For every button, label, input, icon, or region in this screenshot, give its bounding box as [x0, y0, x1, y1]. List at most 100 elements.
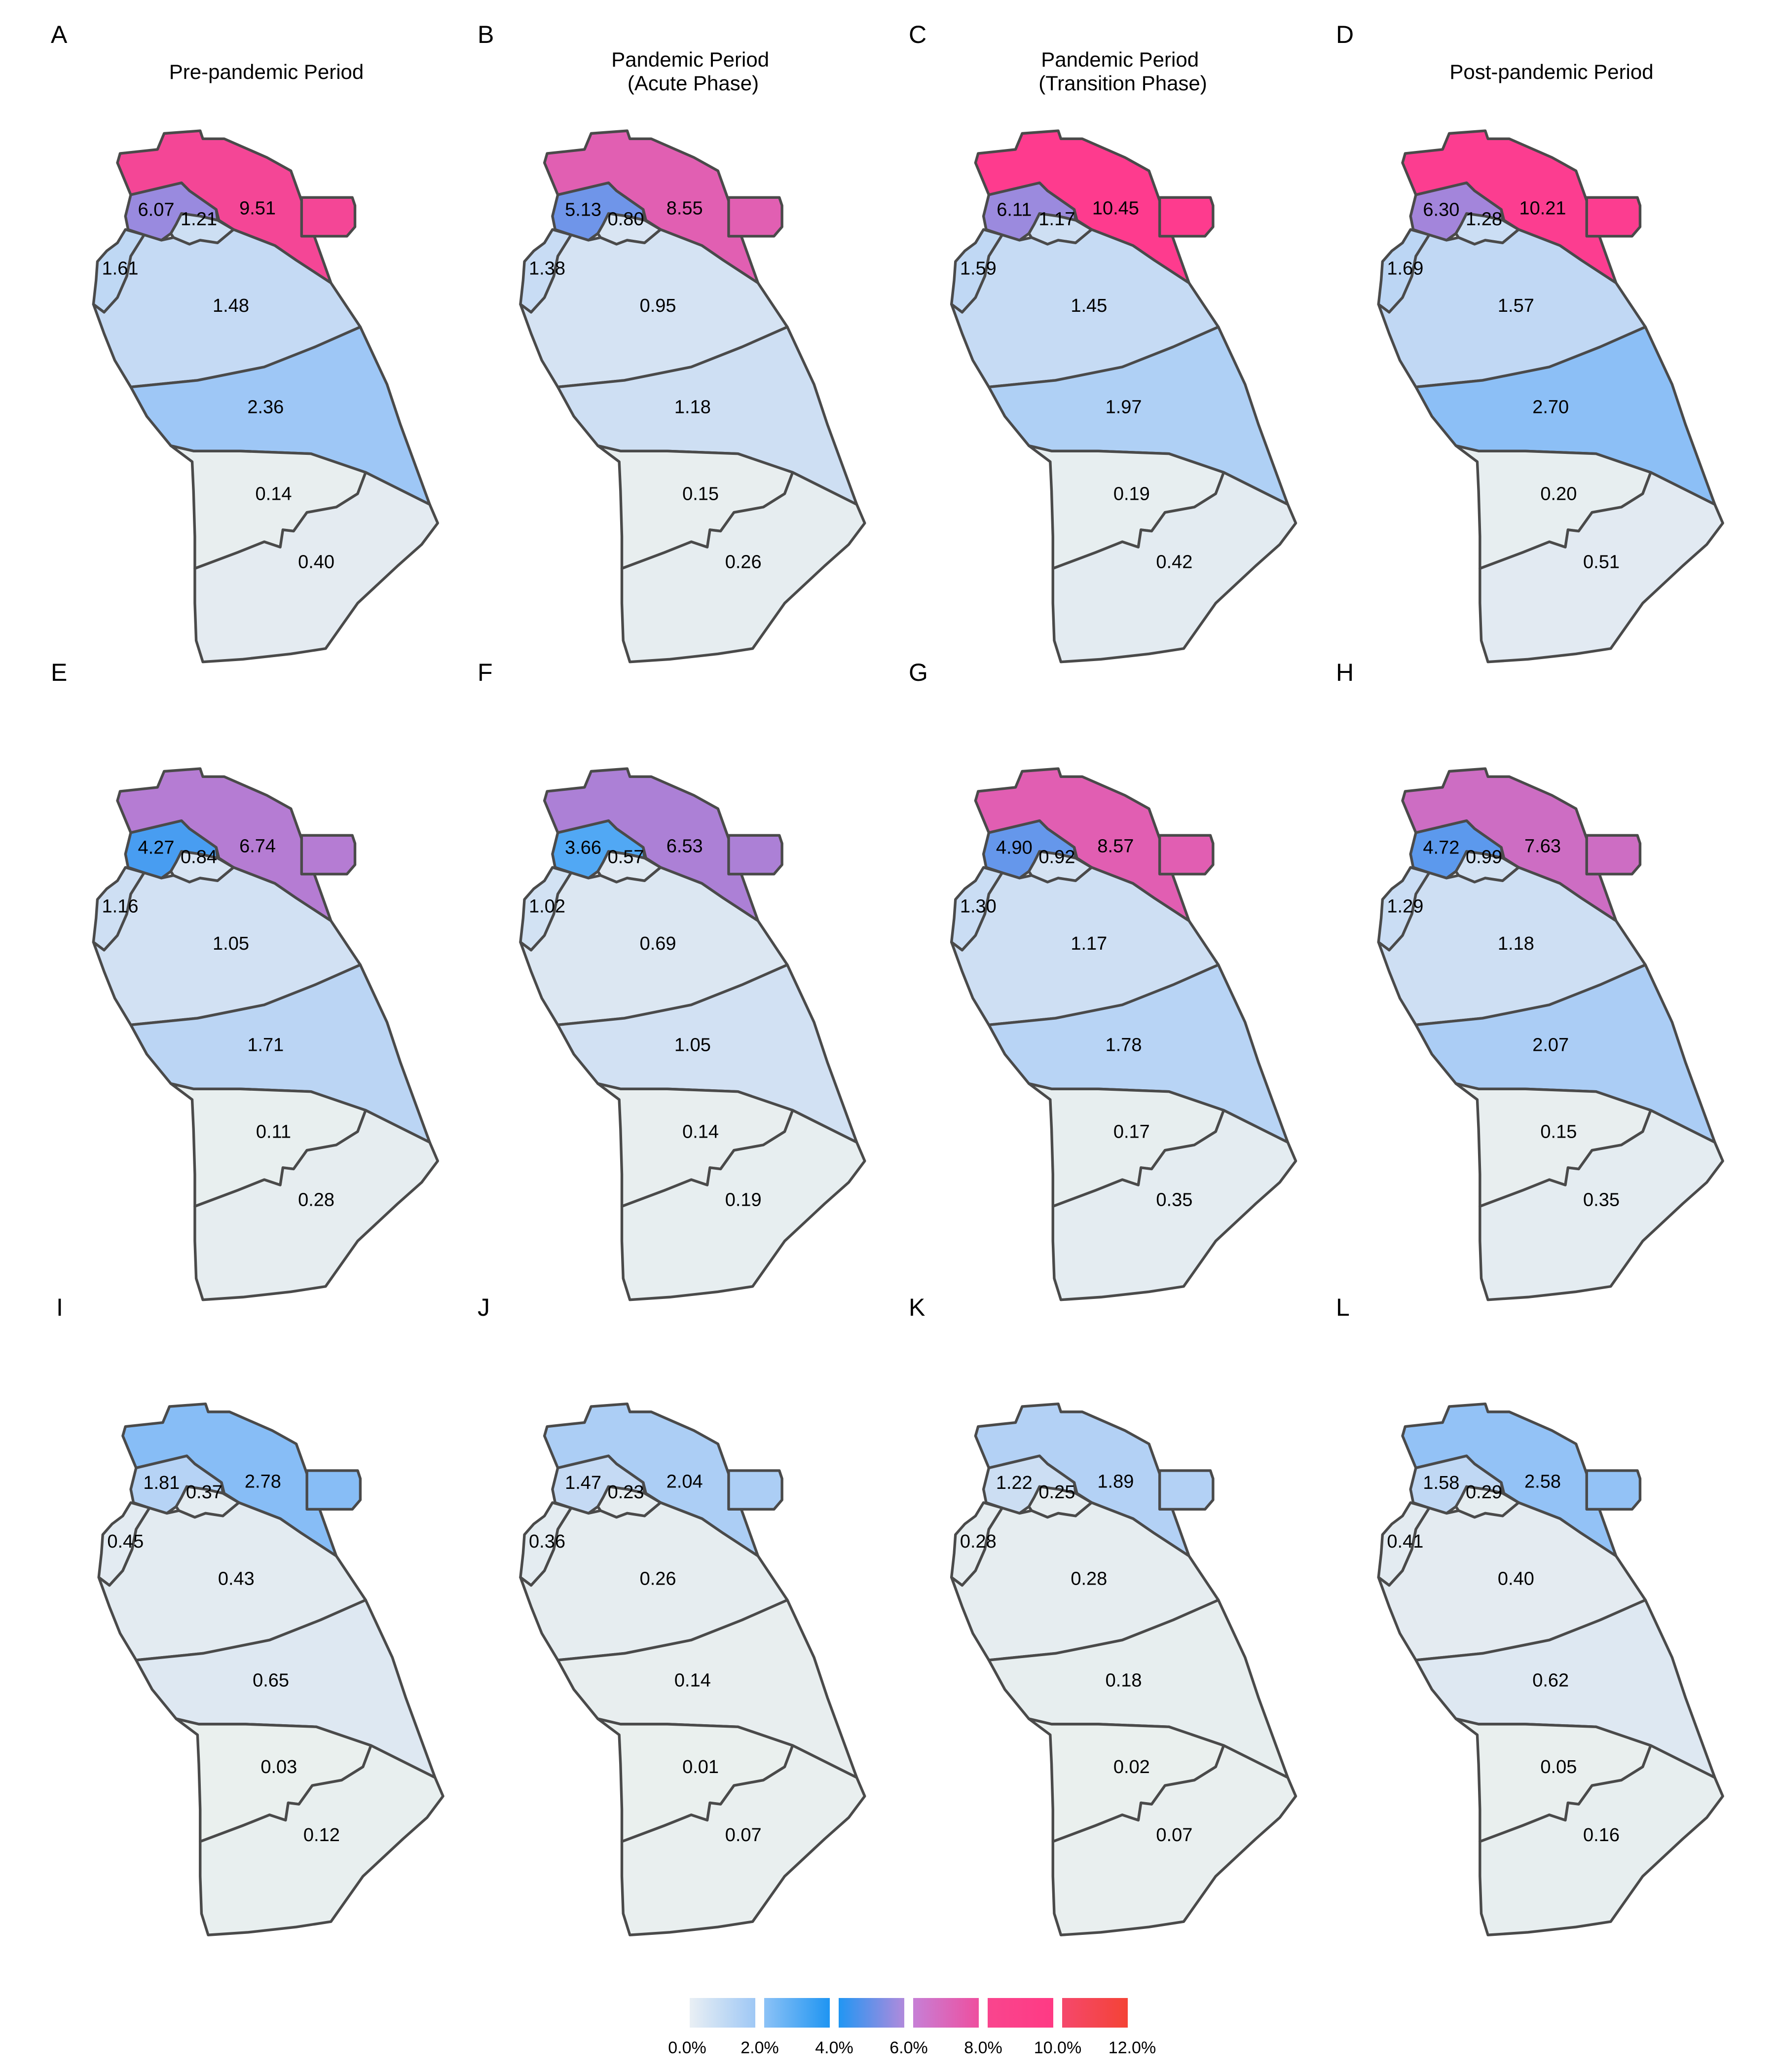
region-value-label: 0.07	[1156, 1825, 1192, 1846]
region-value-label: 10.21	[1519, 198, 1566, 219]
column-title-post-pandemic: Post-pandemic Period	[1449, 60, 1653, 83]
region-value-label: 3.66	[565, 837, 601, 858]
map-panel-f: F 6.53 3.66 0.57 1.02 0.69 1.05 0.14 0.19	[478, 659, 866, 1301]
region-value-label: 0.19	[725, 1190, 762, 1211]
map	[519, 1402, 866, 1936]
map	[950, 129, 1297, 664]
region-value-label: 1.89	[1097, 1471, 1134, 1492]
map	[519, 767, 866, 1301]
region-value-label: 0.28	[960, 1531, 997, 1552]
region-value-label: 0.37	[186, 1482, 222, 1503]
region-value-label: 0.35	[1156, 1190, 1192, 1211]
region-value-label: 0.40	[1498, 1569, 1534, 1590]
south-outer-region	[1051, 1109, 1297, 1301]
region-value-label: 1.48	[213, 296, 249, 316]
region-value-label: 2.36	[247, 397, 284, 418]
region-value-label: 1.28	[1466, 209, 1502, 229]
region-value-label: 0.16	[1583, 1825, 1620, 1846]
region-value-label: 0.17	[1113, 1122, 1150, 1143]
region-value-label: 0.95	[640, 296, 676, 316]
column-title-acute: Pandemic Period (Acute Phase)	[611, 48, 775, 95]
region-value-label: 0.36	[529, 1531, 565, 1552]
panel-letter: G	[909, 659, 928, 686]
map	[519, 129, 866, 664]
east-block-region	[727, 834, 783, 876]
region-value-label: 1.45	[1071, 296, 1107, 316]
region-value-label: 0.20	[1540, 484, 1577, 505]
region-value-label: 1.69	[1387, 258, 1423, 279]
region-value-label: 0.69	[640, 933, 676, 954]
south-outer-region	[1051, 471, 1297, 664]
region-value-label: 0.28	[1071, 1569, 1107, 1590]
region-value-label: 8.57	[1097, 836, 1134, 857]
legend-color-segment	[988, 1998, 1053, 2028]
map-panel-a: A 9.51 6.07 1.21 1.61 1.48 2.36 0.14 0.40	[51, 21, 439, 664]
column-title-line: (Transition Phase)	[1038, 72, 1207, 95]
south-outer-region	[620, 1744, 866, 1936]
region-value-label: 0.57	[608, 847, 644, 867]
region-value-label: 4.90	[996, 837, 1033, 858]
map-panel-k: K 1.89 1.22 0.25 0.28 0.28 0.18 0.02 0.07	[909, 1294, 1297, 1936]
region-value-label: 1.81	[143, 1473, 180, 1493]
map-panel-d: D 10.21 6.30 1.28 1.69 1.57 2.70 0.20 0.51	[1336, 21, 1724, 664]
south-outer-region	[1479, 1744, 1724, 1936]
map-panel-l: L 2.58 1.58 0.29 0.41 0.40 0.62 0.05 0.16	[1336, 1294, 1724, 1936]
legend-tick-label: 10.0%	[1034, 2038, 1081, 2057]
east-block-region	[727, 1469, 783, 1511]
legend-tick-label: 0.0%	[668, 2038, 706, 2057]
map	[92, 767, 439, 1301]
map	[950, 767, 1297, 1301]
region-value-label: 1.71	[247, 1035, 284, 1056]
region-value-label: 0.07	[725, 1825, 762, 1846]
south-outer-region	[1479, 1109, 1724, 1301]
region-value-label: 1.22	[996, 1473, 1033, 1493]
region-value-label: 0.51	[1583, 552, 1620, 573]
legend-tick-label: 2.0%	[740, 2038, 779, 2057]
region-value-label: 0.14	[682, 1122, 719, 1143]
region-value-label: 5.13	[565, 199, 601, 220]
map	[97, 1402, 444, 1936]
region-value-label: 1.05	[674, 1035, 711, 1056]
region-value-label: 1.38	[529, 258, 565, 279]
map	[1377, 767, 1724, 1301]
panel-letter: A	[51, 21, 68, 48]
region-value-label: 0.26	[725, 552, 762, 573]
region-value-label: 0.03	[260, 1757, 297, 1777]
region-value-label: 1.57	[1498, 296, 1534, 316]
south-outer-region	[199, 1744, 444, 1936]
region-value-label: 0.23	[608, 1482, 644, 1503]
region-value-label: 4.72	[1423, 837, 1459, 858]
map-panel-j: J 2.04 1.47 0.23 0.36 0.26 0.14 0.01 0.07	[478, 1294, 866, 1936]
region-value-label: 0.29	[1466, 1482, 1502, 1503]
legend-color-segment	[1062, 1998, 1128, 2028]
column-title-line: Pandemic Period	[1041, 48, 1199, 71]
panel-letter: C	[909, 21, 926, 48]
region-value-label: 8.55	[666, 198, 703, 219]
region-value-label: 1.61	[102, 258, 139, 279]
legend-tick-label: 8.0%	[964, 2038, 1002, 2057]
region-value-label: 0.41	[1387, 1531, 1423, 1552]
east-block-region	[1585, 1469, 1642, 1511]
legend-color-segment	[913, 1998, 979, 2028]
panel-letter: J	[478, 1294, 490, 1321]
region-value-label: 0.19	[1113, 484, 1150, 505]
region-value-label: 10.45	[1092, 198, 1139, 219]
color-legend: 0.0% 2.0% 4.0% 6.0% 8.0% 10.0% 12.0%	[668, 1998, 1156, 2057]
south-outer-region	[1051, 1744, 1297, 1936]
region-value-label: 1.18	[674, 397, 711, 418]
region-value-label: 0.26	[640, 1569, 676, 1590]
region-value-label: 0.12	[303, 1825, 340, 1846]
region-value-label: 1.18	[1498, 933, 1534, 954]
south-outer-region	[193, 471, 439, 664]
legend-color-segment	[764, 1998, 830, 2028]
region-value-label: 0.40	[298, 552, 334, 573]
column-title-line: Pre-pandemic Period	[169, 60, 364, 83]
map-panel-b: B 8.55 5.13 0.80 1.38 0.95 1.18 0.15 0.26	[478, 21, 866, 664]
region-value-label: 2.07	[1532, 1035, 1569, 1056]
region-value-label: 0.43	[218, 1569, 255, 1590]
region-value-label: 0.62	[1532, 1670, 1569, 1691]
region-value-label: 6.07	[138, 199, 175, 220]
region-value-label: 2.04	[666, 1471, 703, 1492]
region-value-label: 7.63	[1524, 836, 1561, 857]
